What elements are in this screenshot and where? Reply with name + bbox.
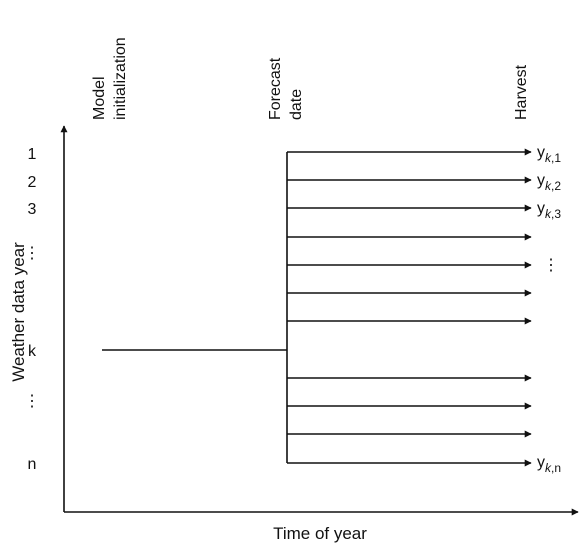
output-base-3: y [537,200,545,217]
header-model-initialization: Model initialization [91,37,129,120]
header-harvest: Harvest [513,64,530,120]
output-sub-rest-2: ,2 [551,179,561,193]
header-forecast-line1: Forecast [267,57,284,120]
output-base-1: y [537,144,545,161]
year-label-3: 3 [28,201,37,218]
forecast-arrows [287,148,532,467]
output-sub-rest-n: ,n [551,461,561,475]
header-model-line2: initialization [112,37,129,120]
output-sub-rest-3: ,3 [551,207,561,221]
y-axis-title: Weather data year [9,242,28,382]
output-base-n: y [537,454,545,471]
output-sub-italic-2: k [545,179,552,193]
output-label-1: yk,1 [537,144,561,165]
output-label-3: yk,3 [537,200,561,221]
output-label-2: yk,2 [537,172,561,193]
year-label-2: 2 [28,174,37,191]
year-label-n: n [28,456,37,473]
header-forecast-date: Forecast date [267,57,305,120]
x-axis-title: Time of year [273,524,367,543]
output-sub-italic-1: k [545,151,552,165]
year-label-1: 1 [28,146,37,163]
output-ellipsis: ⋮ [543,257,559,274]
output-sub-italic-n: k [545,461,552,475]
output-sub-rest-1: ,1 [551,151,561,165]
header-forecast-line2: date [288,89,305,120]
year-label-ellipsis-lower: ⋮ [24,393,40,410]
header-model-line1: Model [91,76,108,120]
year-label-ellipsis-upper: ⋮ [24,245,40,262]
year-label-k: k [28,343,37,360]
output-sub-italic-3: k [545,207,552,221]
header-harvest-text: Harvest [513,64,530,120]
output-base-2: y [537,172,545,189]
output-label-n: yk,n [537,454,561,475]
